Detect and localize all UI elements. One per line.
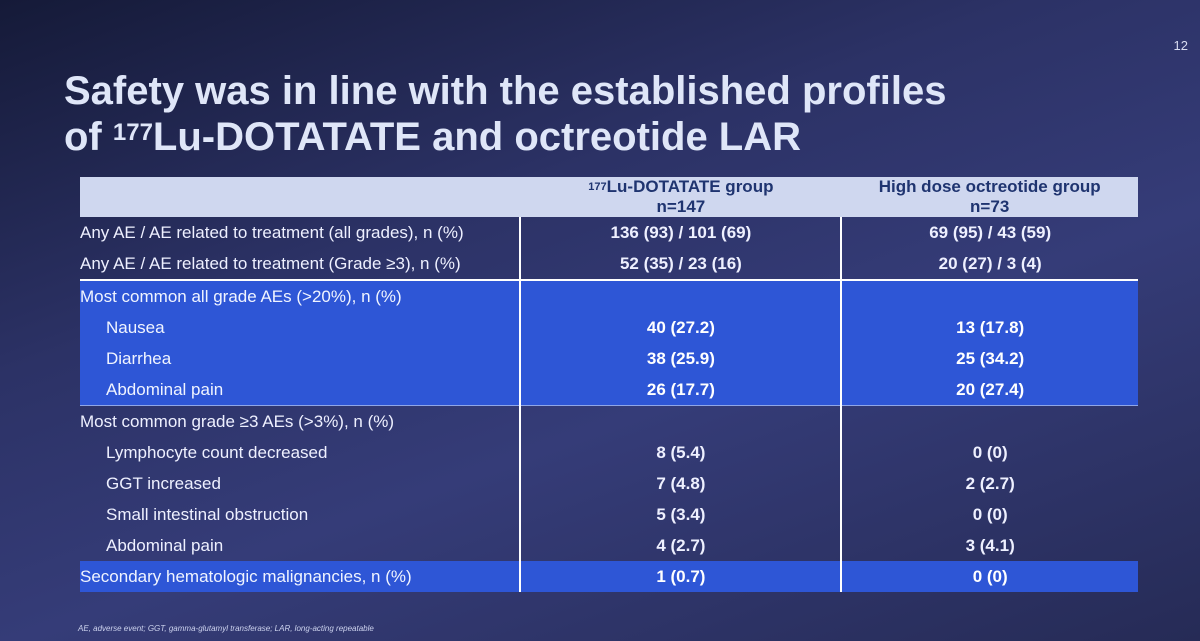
row-lu-value: 5 (3.4) — [519, 499, 843, 530]
header-label-column — [80, 177, 521, 217]
adverse-events-table: 177Lu-DOTATATE group n=147 High dose oct… — [80, 177, 1138, 592]
row-label: Abdominal pain — [106, 535, 224, 555]
row-oct-value: 2 (2.7) — [965, 473, 1015, 493]
header-lu-dotatate-group: 177Lu-DOTATATE group n=147 — [520, 177, 842, 217]
row-lu-value: 38 (25.9) — [519, 343, 843, 374]
row-lu-value: 7 (4.8) — [519, 468, 843, 499]
row-label: Abdominal pain — [80, 374, 521, 406]
table-row: Abdominal pain 26 (17.7) 20 (27.4) — [80, 374, 1138, 406]
table-section-row: Most common all grade AEs (>20%), n (%) — [80, 279, 1138, 312]
row-label: Nausea — [80, 312, 521, 343]
row-label: Any AE / AE related to treatment (all gr… — [80, 222, 464, 242]
slide-title: Safety was in line with the established … — [64, 68, 1124, 160]
row-oct-value: 0 (0) — [972, 442, 1008, 462]
slide-number: 12 — [1173, 38, 1188, 53]
table-row: Any AE / AE related to treatment (Grade … — [80, 248, 1138, 280]
row-label: Small intestinal obstruction — [106, 504, 309, 524]
row-lu-value: 26 (17.7) — [519, 374, 843, 406]
header-octreotide-group: High dose octreotide group n=73 — [841, 177, 1138, 217]
row-oct-value: 20 (27) / 3 (4) — [938, 253, 1042, 273]
header-oct-name: High dose octreotide group — [878, 177, 1101, 196]
row-lu-value: 52 (35) / 23 (16) — [519, 248, 843, 280]
header-oct-n: n=73 — [970, 197, 1010, 216]
header-lu-n: n=147 — [656, 197, 706, 216]
row-lu-value: 8 (5.4) — [519, 437, 843, 468]
title-line-1: Safety was in line with the established … — [64, 69, 947, 113]
table-row: Small intestinal obstruction 5 (3.4) 0 (… — [80, 499, 1138, 530]
table-row: Abdominal pain 4 (2.7) 3 (4.1) — [80, 530, 1138, 561]
section-label: Most common grade ≥3 AEs (>3%), n (%) — [80, 405, 521, 437]
footnote: AE, adverse event; GGT, gamma-glutamyl t… — [78, 624, 374, 633]
table-row: Lymphocyte count decreased 8 (5.4) 0 (0) — [80, 437, 1138, 468]
section-label: Most common all grade AEs (>20%), n (%) — [80, 279, 521, 312]
table-row: Any AE / AE related to treatment (all gr… — [80, 217, 1138, 248]
row-label: Lymphocyte count decreased — [106, 442, 328, 462]
row-lu-value — [519, 279, 843, 312]
row-lu-value: 136 (93) / 101 (69) — [519, 217, 843, 248]
row-lu-value: 4 (2.7) — [519, 530, 843, 561]
row-oct-value: 0 (0) — [841, 561, 1138, 592]
row-lu-value — [519, 405, 843, 437]
title-superscript: 177 — [112, 119, 153, 146]
row-label: Any AE / AE related to treatment (Grade … — [80, 253, 461, 273]
table-row: GGT increased 7 (4.8) 2 (2.7) — [80, 468, 1138, 499]
table-section-row: Most common grade ≥3 AEs (>3%), n (%) — [80, 405, 1138, 437]
row-oct-value: 3 (4.1) — [965, 535, 1015, 555]
row-label: Diarrhea — [80, 343, 521, 374]
row-oct-value — [841, 279, 1138, 312]
row-oct-value: 69 (95) / 43 (59) — [929, 222, 1052, 242]
row-label: GGT increased — [106, 473, 221, 493]
row-lu-value: 40 (27.2) — [519, 312, 843, 343]
table-header-row: 177Lu-DOTATATE group n=147 High dose oct… — [80, 177, 1138, 217]
row-oct-value — [841, 405, 1138, 437]
table-row: Diarrhea 38 (25.9) 25 (34.2) — [80, 343, 1138, 374]
row-lu-value: 1 (0.7) — [519, 561, 843, 592]
header-lu-superscript: 177 — [588, 181, 607, 193]
row-oct-value: 13 (17.8) — [841, 312, 1138, 343]
title-line-2-prefix: of — [64, 115, 113, 159]
title-line-2-rest: Lu-DOTATATE and octreotide LAR — [152, 115, 802, 159]
row-label: Secondary hematologic malignancies, n (%… — [80, 561, 521, 592]
table-row: Secondary hematologic malignancies, n (%… — [80, 561, 1138, 592]
table-row: Nausea 40 (27.2) 13 (17.8) — [80, 312, 1138, 343]
row-oct-value: 25 (34.2) — [841, 343, 1138, 374]
header-lu-name: Lu-DOTATATE group — [606, 177, 774, 196]
row-oct-value: 20 (27.4) — [841, 374, 1138, 406]
row-oct-value: 0 (0) — [972, 504, 1008, 524]
